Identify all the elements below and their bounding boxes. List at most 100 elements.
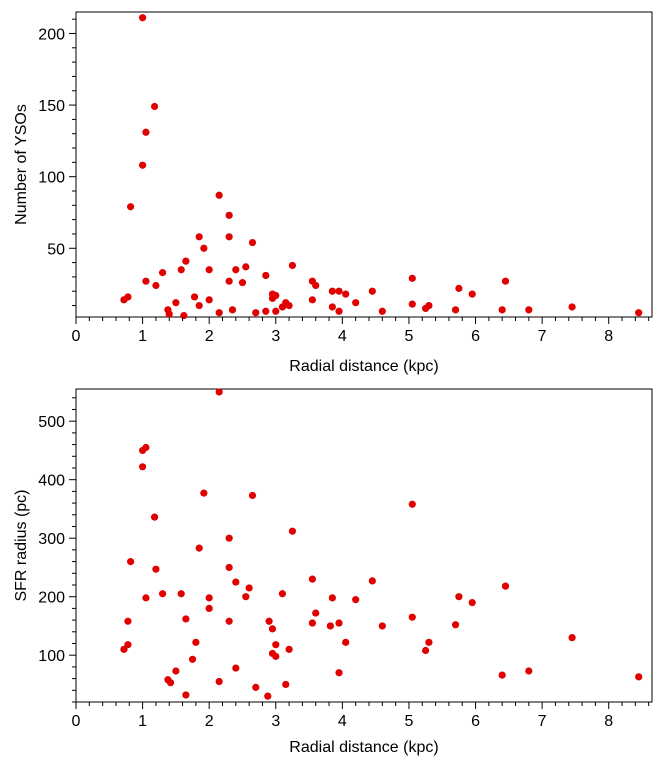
bottom-data-point	[288, 527, 297, 535]
bottom-x-tick-label: 4	[338, 713, 347, 730]
bottom-x-tick-label: 6	[471, 713, 480, 730]
bottom-data-point	[124, 617, 132, 625]
bottom-data-point	[225, 617, 233, 625]
bottom-data-point	[215, 388, 223, 396]
bottom-data-point	[120, 645, 128, 653]
top-x-tick-label: 4	[338, 328, 347, 345]
top-data-point	[525, 306, 533, 314]
top-data-point	[200, 244, 208, 252]
top-data-point	[228, 306, 237, 314]
top-data-point	[127, 203, 135, 211]
top-data-point	[152, 281, 160, 290]
bottom-data-point	[498, 671, 506, 679]
bottom-data-point	[272, 641, 280, 649]
top-data-point	[328, 303, 336, 311]
top-y-tick-label: 150	[38, 98, 65, 115]
top-data-point	[262, 307, 270, 315]
bottom-data-point	[177, 590, 185, 598]
top-data-point	[232, 266, 240, 274]
bottom-data-point	[242, 593, 250, 601]
bottom-data-point	[272, 652, 280, 660]
top-data-point	[150, 102, 159, 111]
top-data-point	[352, 299, 360, 307]
bottom-data-point	[568, 634, 576, 642]
bottom-x-tick-label: 3	[271, 713, 280, 730]
bottom-y-tick-label: 500	[38, 414, 65, 431]
top-data-point	[328, 287, 336, 295]
top-data-point	[268, 294, 277, 302]
bottom-data-point	[182, 691, 190, 699]
bottom-data-point	[455, 593, 463, 601]
top-data-point	[335, 287, 343, 295]
bottom-x-tick-label: 2	[205, 713, 214, 730]
top-data-point	[225, 277, 233, 285]
top-data-point	[451, 306, 460, 314]
bottom-data-point	[282, 680, 290, 689]
top-data-point	[421, 304, 430, 313]
bottom-x-tick-label: 7	[538, 713, 547, 730]
top-x-tick-label: 7	[538, 328, 547, 345]
bottom-data-point	[278, 590, 287, 598]
top-data-point	[238, 279, 247, 287]
bottom-y-tick-label: 100	[38, 648, 65, 665]
top-data-point	[368, 287, 376, 295]
top-data-point	[165, 310, 173, 318]
bottom-plot-markers	[120, 388, 643, 700]
top-data-point	[635, 309, 643, 317]
top-x-tick-label: 3	[271, 328, 280, 345]
bottom-data-point	[308, 575, 316, 583]
top-data-point	[142, 277, 150, 285]
bottom-data-point	[308, 619, 316, 627]
bottom-data-point	[205, 604, 213, 612]
top-data-point	[242, 263, 250, 271]
bottom-data-point	[312, 609, 320, 617]
bottom-data-point	[138, 446, 147, 455]
bottom-data-point	[188, 655, 197, 663]
bottom-data-point	[378, 622, 386, 630]
top-data-point	[190, 293, 199, 301]
top-x-tick-label: 1	[138, 328, 147, 345]
bottom-data-point	[215, 677, 223, 686]
bottom-data-point	[635, 673, 643, 681]
bottom-x-tick-label: 5	[404, 713, 413, 730]
top-data-point	[182, 257, 190, 265]
top-data-point	[468, 290, 476, 298]
top-data-point	[142, 128, 150, 136]
top-plot-ticks: 0 1 2 3 4 5 6 7 8 50 100 150 200	[38, 18, 650, 345]
top-data-point	[177, 266, 185, 274]
bottom-x-tick-label: 1	[138, 713, 147, 730]
bottom-data-point	[368, 577, 376, 585]
top-x-tick-label: 6	[471, 328, 480, 345]
top-data-point	[568, 303, 576, 311]
top-data-point	[378, 307, 386, 315]
bottom-data-point	[232, 664, 240, 672]
top-data-point	[158, 269, 167, 277]
top-data-point	[408, 300, 416, 308]
top-data-point	[455, 284, 463, 292]
bottom-x-axis-label: Radial distance (kpc)	[289, 739, 438, 756]
top-data-point	[195, 233, 203, 241]
bottom-data-point	[265, 617, 273, 625]
bottom-plot-frame	[75, 388, 653, 703]
bottom-data-point	[335, 619, 343, 627]
top-data-point	[225, 233, 233, 241]
top-x-tick-label: 5	[404, 328, 413, 345]
bottom-y-tick-label: 200	[38, 590, 65, 607]
top-data-point	[180, 311, 188, 320]
bottom-data-point	[408, 613, 416, 621]
top-x-axis-label: Radial distance (kpc)	[289, 358, 438, 375]
top-data-point	[312, 281, 320, 290]
top-data-point	[252, 309, 260, 317]
top-data-point	[498, 306, 506, 314]
top-x-tick-label: 2	[205, 328, 214, 345]
top-y-tick-label: 100	[38, 170, 65, 187]
top-x-tick-label: 0	[72, 328, 81, 345]
bottom-data-point	[158, 590, 167, 598]
bottom-data-point	[342, 638, 350, 646]
top-data-point	[408, 274, 416, 282]
top-data-point	[205, 266, 213, 274]
bottom-data-point	[248, 491, 257, 500]
top-data-point	[120, 296, 128, 304]
top-data-point	[501, 277, 510, 285]
bottom-data-point	[501, 582, 510, 590]
